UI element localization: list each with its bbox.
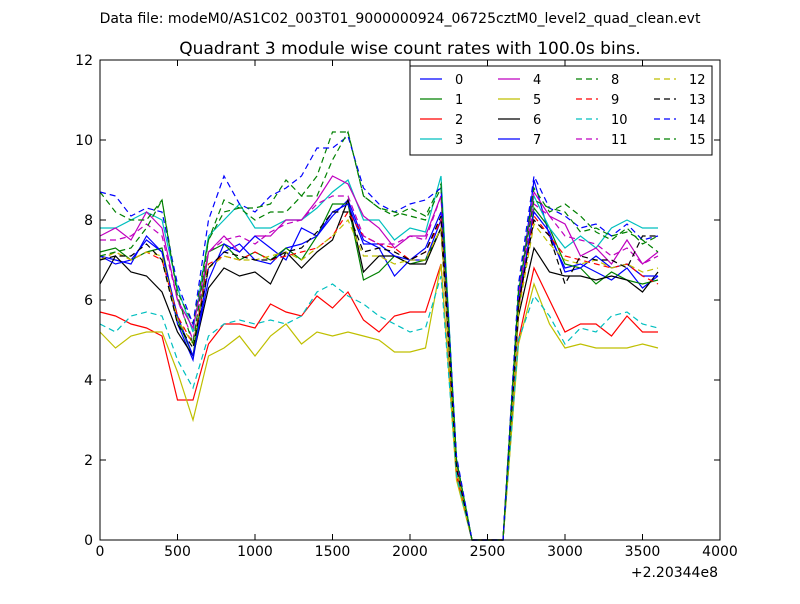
legend-label-12: 12 xyxy=(689,73,706,88)
legend-label-4: 4 xyxy=(533,73,541,88)
legend-label-11: 11 xyxy=(611,133,628,148)
legend-label-10: 10 xyxy=(611,113,628,128)
axes: 0 500 1000 1500 2000 2500 3000 3500 400002468101… xyxy=(75,53,738,560)
series-line-14 xyxy=(99,134,659,541)
x-tick-label: 1000 xyxy=(237,544,273,560)
series-line-11 xyxy=(100,195,659,541)
legend-label-0: 0 xyxy=(455,73,463,88)
y-tick-label: 8 xyxy=(84,213,93,229)
y-tick-label: 10 xyxy=(75,133,93,149)
y-tick-label: 4 xyxy=(84,373,93,389)
legend-label-13: 13 xyxy=(689,93,706,108)
y-tick-label: 0 xyxy=(84,533,93,549)
series-line-2 xyxy=(99,263,658,541)
x-tick-label: 4000 xyxy=(702,544,738,560)
x-tick-label: 2500 xyxy=(470,544,506,560)
legend-label-6: 6 xyxy=(533,113,541,128)
legend-label-1: 1 xyxy=(455,93,463,108)
y-tick-label: 2 xyxy=(84,453,93,469)
x-tick-label: 500 xyxy=(164,544,191,560)
figure-suptitle: Data file: modeM0/AS1C02_003T01_90000009… xyxy=(100,11,701,27)
legend-box xyxy=(409,65,713,156)
x-tick-label: 1500 xyxy=(315,544,351,560)
series-line-10 xyxy=(99,275,659,541)
series-lines xyxy=(99,130,659,541)
x-offset-label: +2.20344e8 xyxy=(631,565,718,581)
series-line-3 xyxy=(100,175,658,541)
legend-label-5: 5 xyxy=(533,93,541,108)
series-line-5 xyxy=(99,263,659,541)
x-tick-label: 3500 xyxy=(625,544,661,560)
legend-label-9: 9 xyxy=(611,93,619,108)
x-tick-label: 2000 xyxy=(392,544,428,560)
series-line-15 xyxy=(99,130,659,541)
series-line-13 xyxy=(99,211,658,541)
series-line-4 xyxy=(99,175,659,541)
x-tick-label: 0 xyxy=(96,544,105,560)
legend-label-2: 2 xyxy=(455,113,463,128)
legend-label-8: 8 xyxy=(611,73,619,88)
x-tick-label: 3000 xyxy=(547,544,583,560)
series-line-12 xyxy=(99,218,659,541)
legend-label-3: 3 xyxy=(455,133,463,148)
legend-label-14: 14 xyxy=(689,113,706,128)
y-tick-label: 12 xyxy=(75,53,93,69)
chart-title: Quadrant 3 module wise count rates with … xyxy=(179,39,640,59)
y-tick-label: 6 xyxy=(84,293,93,309)
legend-label-7: 7 xyxy=(533,133,541,148)
legend-label-15: 15 xyxy=(689,133,706,148)
